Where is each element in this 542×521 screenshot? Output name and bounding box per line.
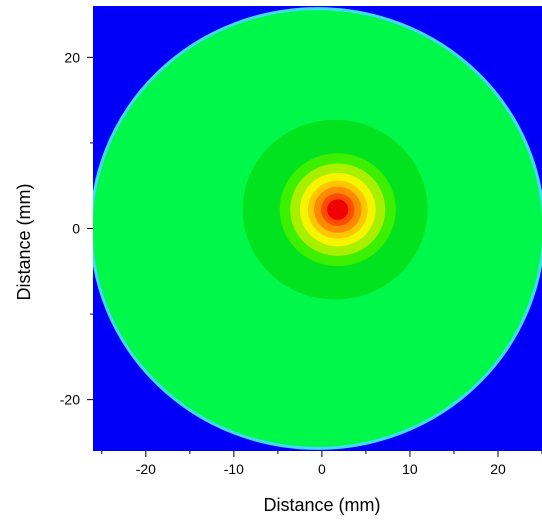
region-contour-8 (327, 199, 349, 220)
x-tick-label: 10 (402, 461, 418, 477)
x-tick-label: -20 (136, 461, 156, 477)
y-tick-label: 20 (64, 49, 80, 65)
y-axis-label: Distance (mm) (14, 183, 34, 300)
x-tick-label: -10 (224, 461, 244, 477)
axes: -20 -10 0 10 20 -20 0 20 (60, 49, 542, 477)
y-tick-label: 0 (72, 221, 80, 237)
x-tick-label: 20 (490, 461, 506, 477)
x-axis-label: Distance (mm) (263, 495, 380, 515)
heatmap-regions (93, 7, 542, 450)
y-tick-label: -20 (60, 392, 80, 408)
plot-area (93, 6, 542, 451)
x-tick-label: 0 (318, 461, 326, 477)
